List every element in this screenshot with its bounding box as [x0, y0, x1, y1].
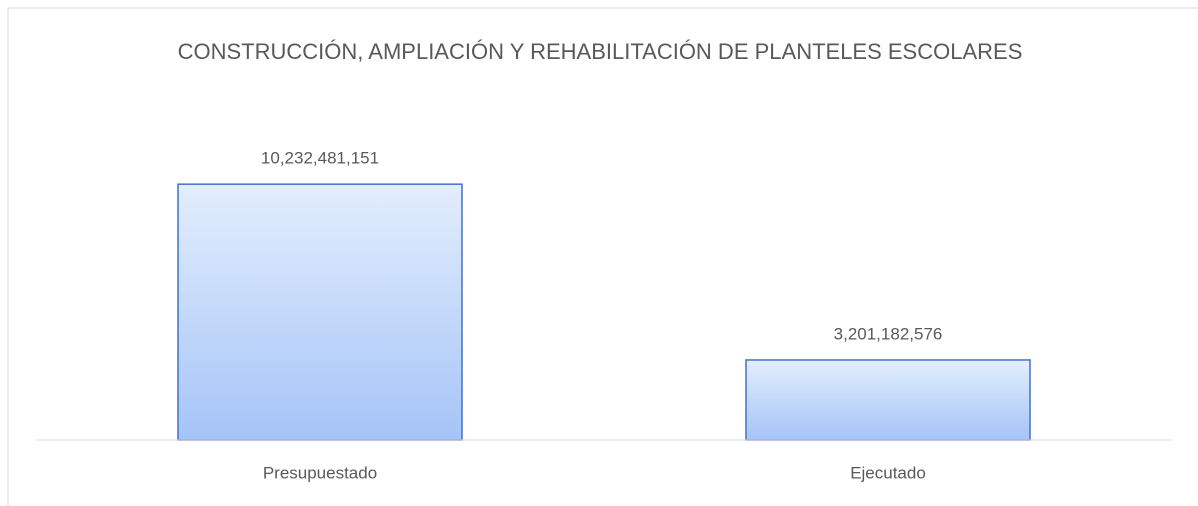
data-label: 3,201,182,576	[834, 324, 943, 343]
x-tick-label: Presupuestado	[263, 463, 377, 482]
chart-border	[7, 7, 1198, 506]
bar	[177, 183, 463, 441]
chart-title: CONSTRUCCIÓN, AMPLIACIÓN Y REHABILITACIÓ…	[177, 39, 1023, 64]
bar	[745, 359, 1031, 441]
x-tick-label: Ejecutado	[850, 463, 926, 482]
data-label: 10,232,481,151	[261, 149, 379, 168]
